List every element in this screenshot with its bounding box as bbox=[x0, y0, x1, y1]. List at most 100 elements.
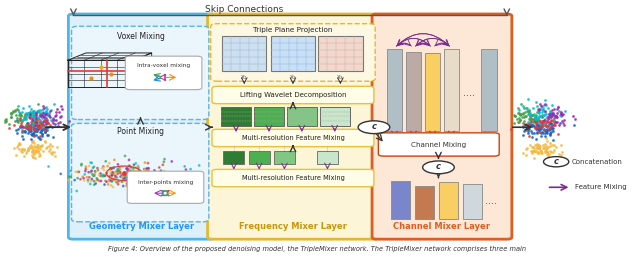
Point bbox=[530, 126, 540, 130]
Point bbox=[528, 113, 538, 117]
Point bbox=[28, 114, 38, 118]
Point bbox=[536, 123, 546, 127]
Point bbox=[541, 157, 551, 161]
Point bbox=[89, 183, 99, 187]
Point bbox=[127, 171, 137, 176]
Point bbox=[40, 119, 50, 123]
Point bbox=[43, 121, 53, 125]
Point bbox=[540, 113, 550, 117]
Point bbox=[23, 148, 33, 152]
Point bbox=[542, 150, 552, 154]
Point bbox=[77, 175, 88, 179]
Point bbox=[17, 127, 27, 132]
Point bbox=[31, 120, 42, 124]
Point bbox=[23, 127, 33, 131]
Point bbox=[32, 129, 42, 133]
Point bbox=[11, 113, 21, 117]
Point bbox=[539, 122, 549, 126]
Point bbox=[118, 177, 129, 181]
Point bbox=[147, 177, 157, 181]
FancyBboxPatch shape bbox=[125, 56, 202, 90]
Point bbox=[133, 173, 143, 178]
Point bbox=[542, 150, 552, 154]
Point bbox=[40, 139, 51, 143]
Point bbox=[530, 119, 540, 123]
Point bbox=[11, 153, 21, 157]
Point bbox=[25, 113, 35, 117]
FancyBboxPatch shape bbox=[391, 181, 410, 219]
Point bbox=[125, 169, 136, 173]
Point bbox=[52, 124, 63, 128]
Point bbox=[27, 145, 37, 149]
Point bbox=[36, 112, 46, 116]
Point bbox=[548, 118, 559, 122]
Point bbox=[524, 134, 534, 138]
Point bbox=[24, 126, 35, 131]
Point bbox=[137, 180, 147, 185]
Point bbox=[128, 169, 138, 173]
Point bbox=[556, 114, 566, 118]
Point bbox=[536, 127, 547, 131]
Point bbox=[106, 183, 116, 188]
Point bbox=[140, 177, 150, 181]
Point bbox=[145, 173, 156, 178]
Point bbox=[547, 123, 557, 127]
Point bbox=[543, 127, 554, 131]
Point bbox=[115, 171, 125, 175]
Point bbox=[531, 117, 541, 121]
Point bbox=[521, 153, 531, 157]
Point bbox=[94, 179, 104, 183]
Point bbox=[131, 177, 141, 181]
Point bbox=[128, 173, 138, 177]
Point bbox=[76, 162, 86, 166]
Text: Voxel Mixing: Voxel Mixing bbox=[116, 32, 164, 41]
Point bbox=[536, 131, 547, 135]
Point bbox=[547, 114, 557, 118]
Point bbox=[111, 175, 121, 179]
Point bbox=[31, 148, 42, 152]
Point bbox=[533, 145, 543, 150]
Point bbox=[107, 171, 117, 175]
Point bbox=[519, 106, 529, 110]
Point bbox=[109, 166, 119, 170]
Point bbox=[510, 114, 520, 118]
Point bbox=[22, 122, 32, 126]
Point bbox=[26, 125, 36, 130]
Point bbox=[92, 166, 102, 170]
Point bbox=[92, 176, 102, 180]
Point bbox=[545, 108, 555, 113]
Point bbox=[102, 171, 112, 176]
Point bbox=[532, 146, 543, 150]
Point bbox=[520, 110, 530, 114]
Point bbox=[41, 109, 51, 114]
Point bbox=[28, 111, 38, 115]
Point bbox=[45, 147, 55, 151]
Point bbox=[39, 123, 49, 127]
Point bbox=[141, 166, 152, 170]
Point bbox=[10, 123, 20, 127]
Point bbox=[525, 114, 536, 118]
Point bbox=[110, 178, 120, 182]
Point bbox=[36, 112, 46, 116]
Point bbox=[29, 130, 39, 134]
Point bbox=[29, 141, 39, 145]
FancyBboxPatch shape bbox=[211, 24, 375, 81]
Point bbox=[122, 169, 132, 173]
Point bbox=[82, 175, 92, 179]
Point bbox=[86, 169, 97, 173]
Point bbox=[131, 166, 141, 170]
Text: c: c bbox=[436, 162, 441, 171]
Point bbox=[24, 127, 35, 131]
Point bbox=[115, 165, 125, 169]
Point bbox=[24, 144, 35, 149]
Text: Multi-resolution Feature Mixing: Multi-resolution Feature Mixing bbox=[241, 135, 344, 141]
Point bbox=[156, 170, 166, 174]
Text: Intra-voxel mixing: Intra-voxel mixing bbox=[137, 63, 190, 68]
Point bbox=[547, 108, 557, 113]
Point bbox=[544, 115, 554, 119]
Point bbox=[134, 168, 144, 172]
Point bbox=[10, 119, 20, 123]
Point bbox=[554, 158, 564, 162]
Point bbox=[83, 178, 93, 182]
Point bbox=[116, 175, 127, 179]
